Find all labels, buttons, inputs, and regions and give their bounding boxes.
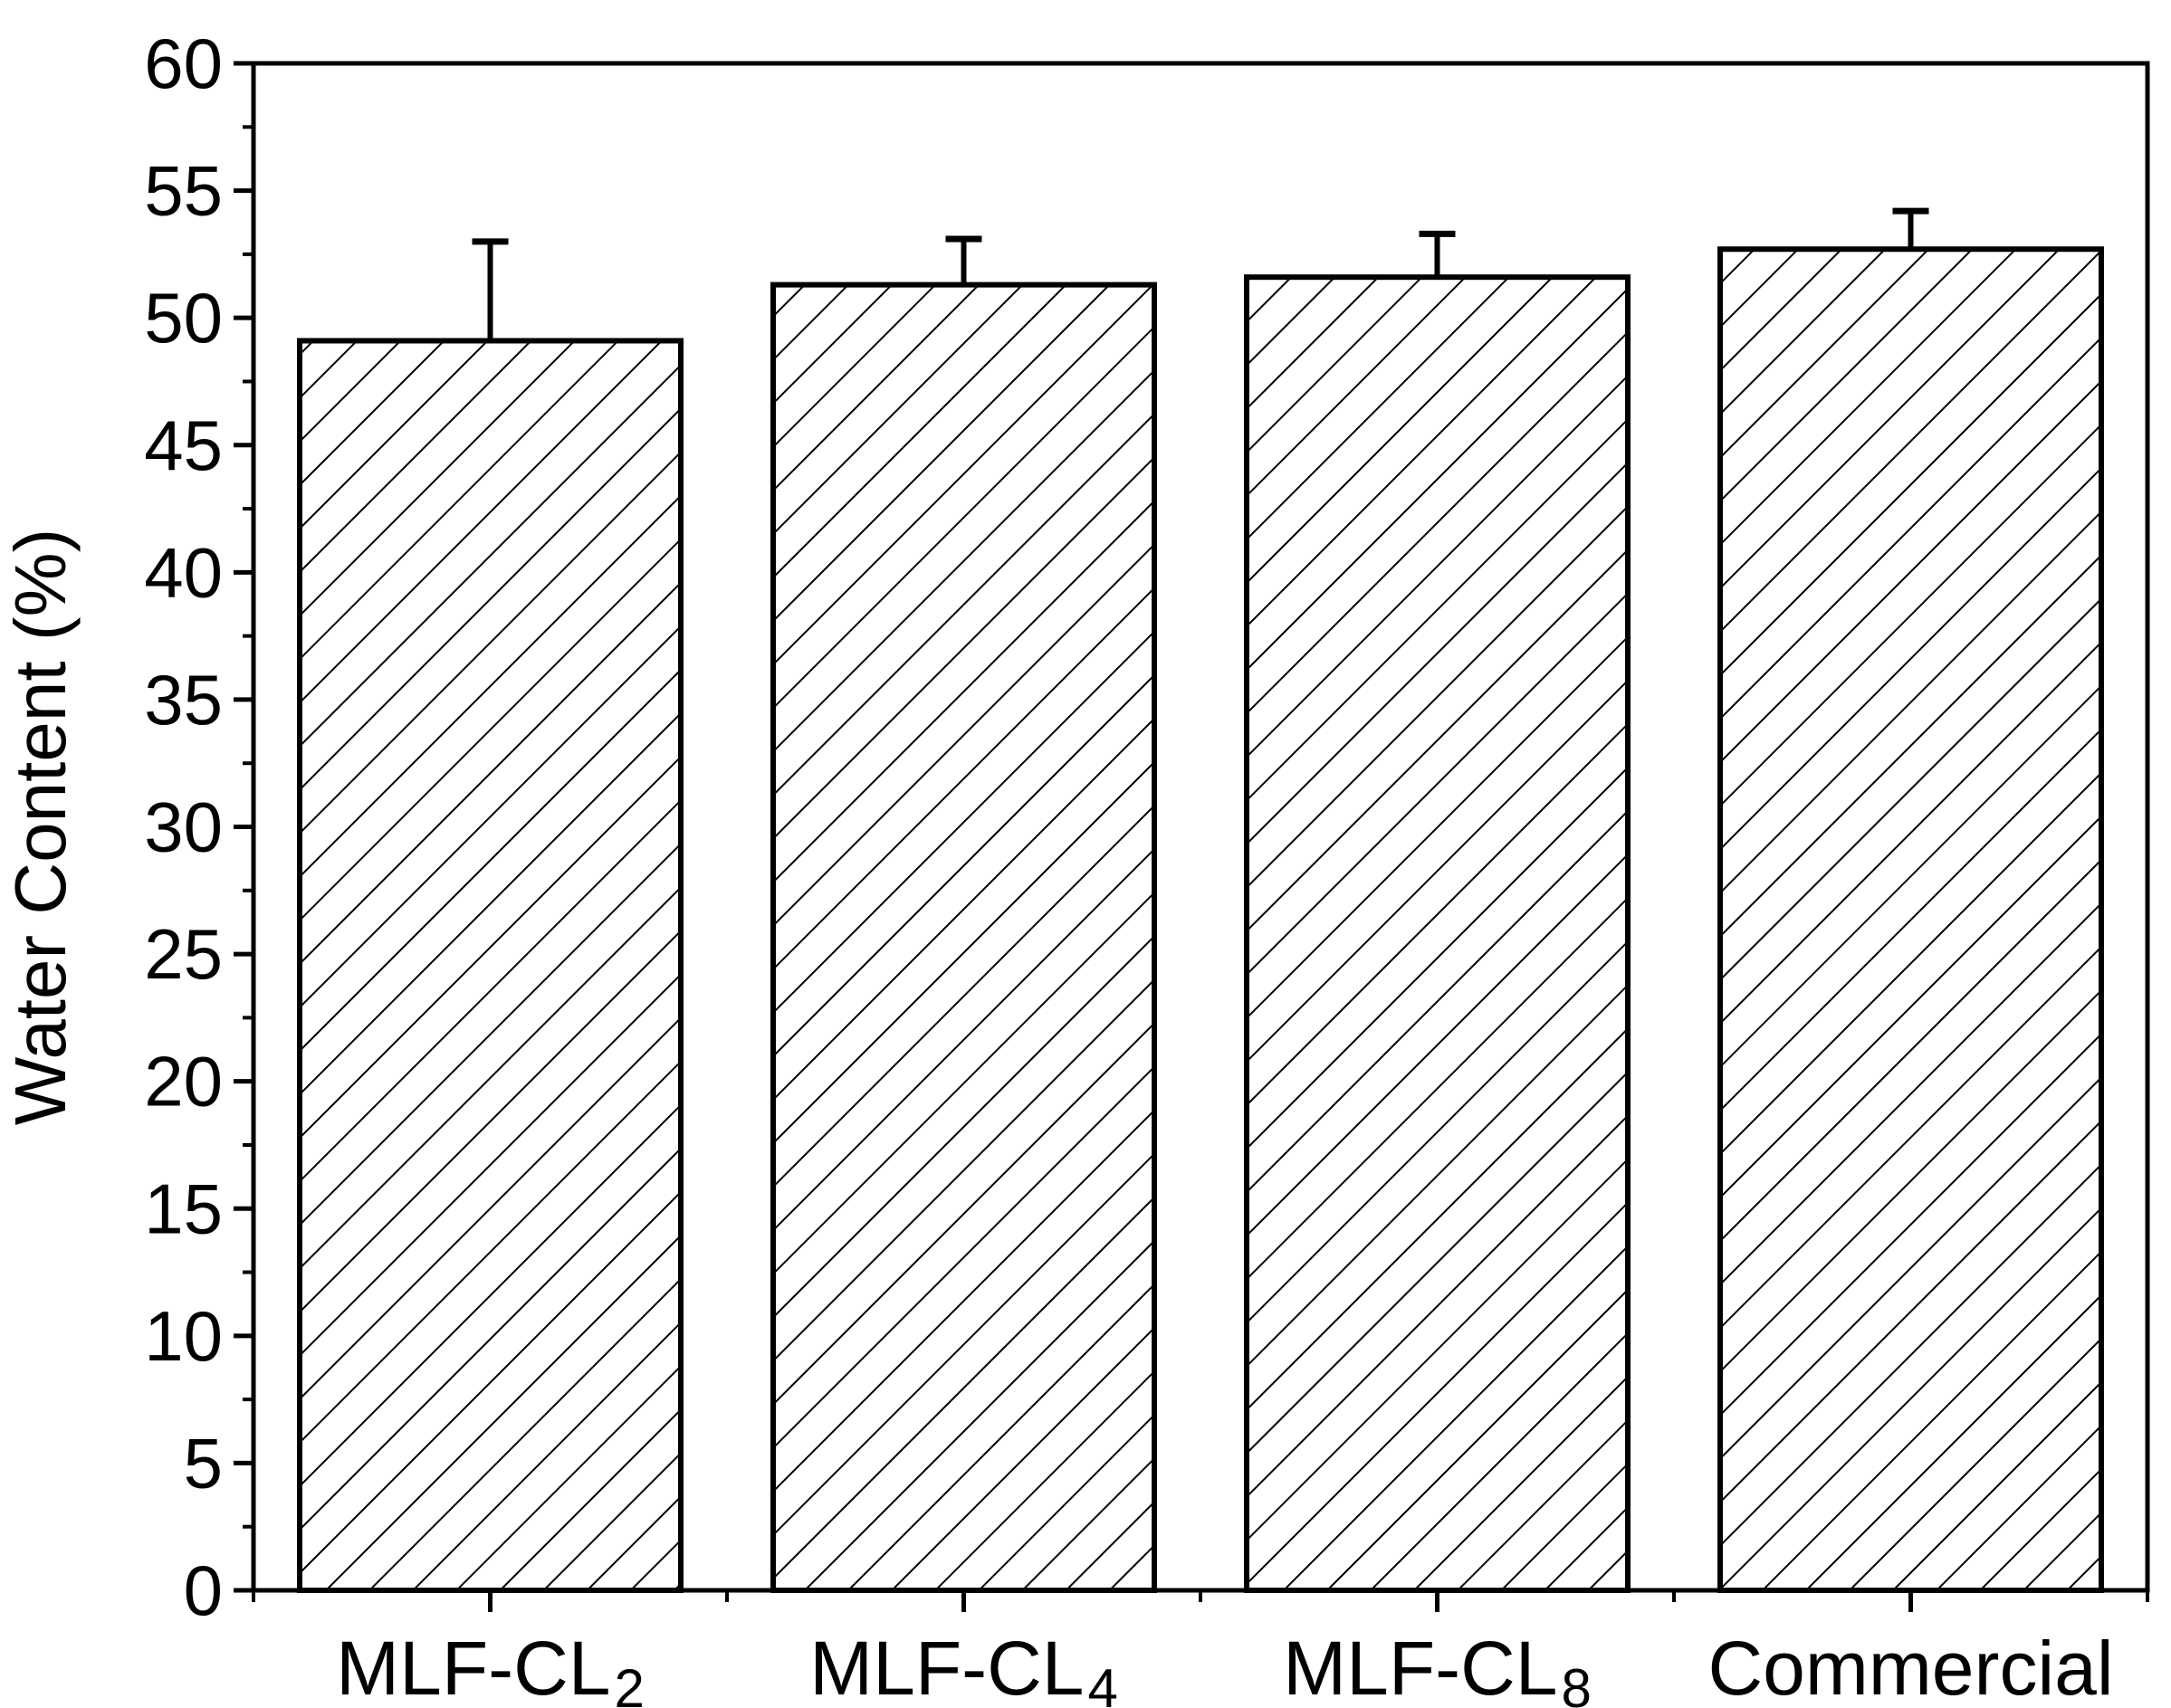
bar-1 [296,338,684,1593]
x-tick-label-base: MLF-CL [809,1626,1084,1708]
x-tick-label-subscript: 4 [1087,1658,1117,1708]
y-tick-label: 10 [144,1296,223,1376]
x-tick-label: Commercial [1707,1626,2113,1708]
y-tick-label: 45 [144,406,223,485]
y-tick-label: 60 [144,24,223,103]
bar-3 [1243,274,1631,1593]
y-tick-label: 50 [144,278,223,358]
x-tick-label-base: MLF-CL [336,1626,610,1708]
y-tick-label: 0 [184,1551,223,1630]
y-tick-label: 20 [144,1042,223,1121]
error-bars-layer [472,207,1929,341]
y-axis-title: Water Content (%) [0,529,81,1125]
x-tick-label-base: Commercial [1707,1626,2113,1708]
y-tick-label: 15 [144,1169,223,1248]
bar-4 [1717,246,2105,1593]
y-tick-label: 30 [144,787,223,867]
bar-2 [770,281,1158,1593]
y-tick-label: 35 [144,660,223,739]
x-tick-label-base: MLF-CL [1283,1626,1557,1708]
x-tick-label: MLF-CL4 [809,1626,1118,1708]
y-tick-label: 40 [144,532,223,612]
x-tick-label-subscript: 8 [1561,1658,1591,1708]
y-tick-label: 25 [144,914,223,994]
x-tick-label: MLF-CL2 [336,1626,645,1708]
x-tick-label-subscript: 2 [614,1658,644,1708]
axes-layer [234,61,2150,1612]
y-tick-label: 55 [144,151,223,231]
bars-layer [296,246,2105,1593]
x-tick-label: MLF-CL8 [1283,1626,1592,1708]
y-tick-label: 5 [184,1423,223,1503]
